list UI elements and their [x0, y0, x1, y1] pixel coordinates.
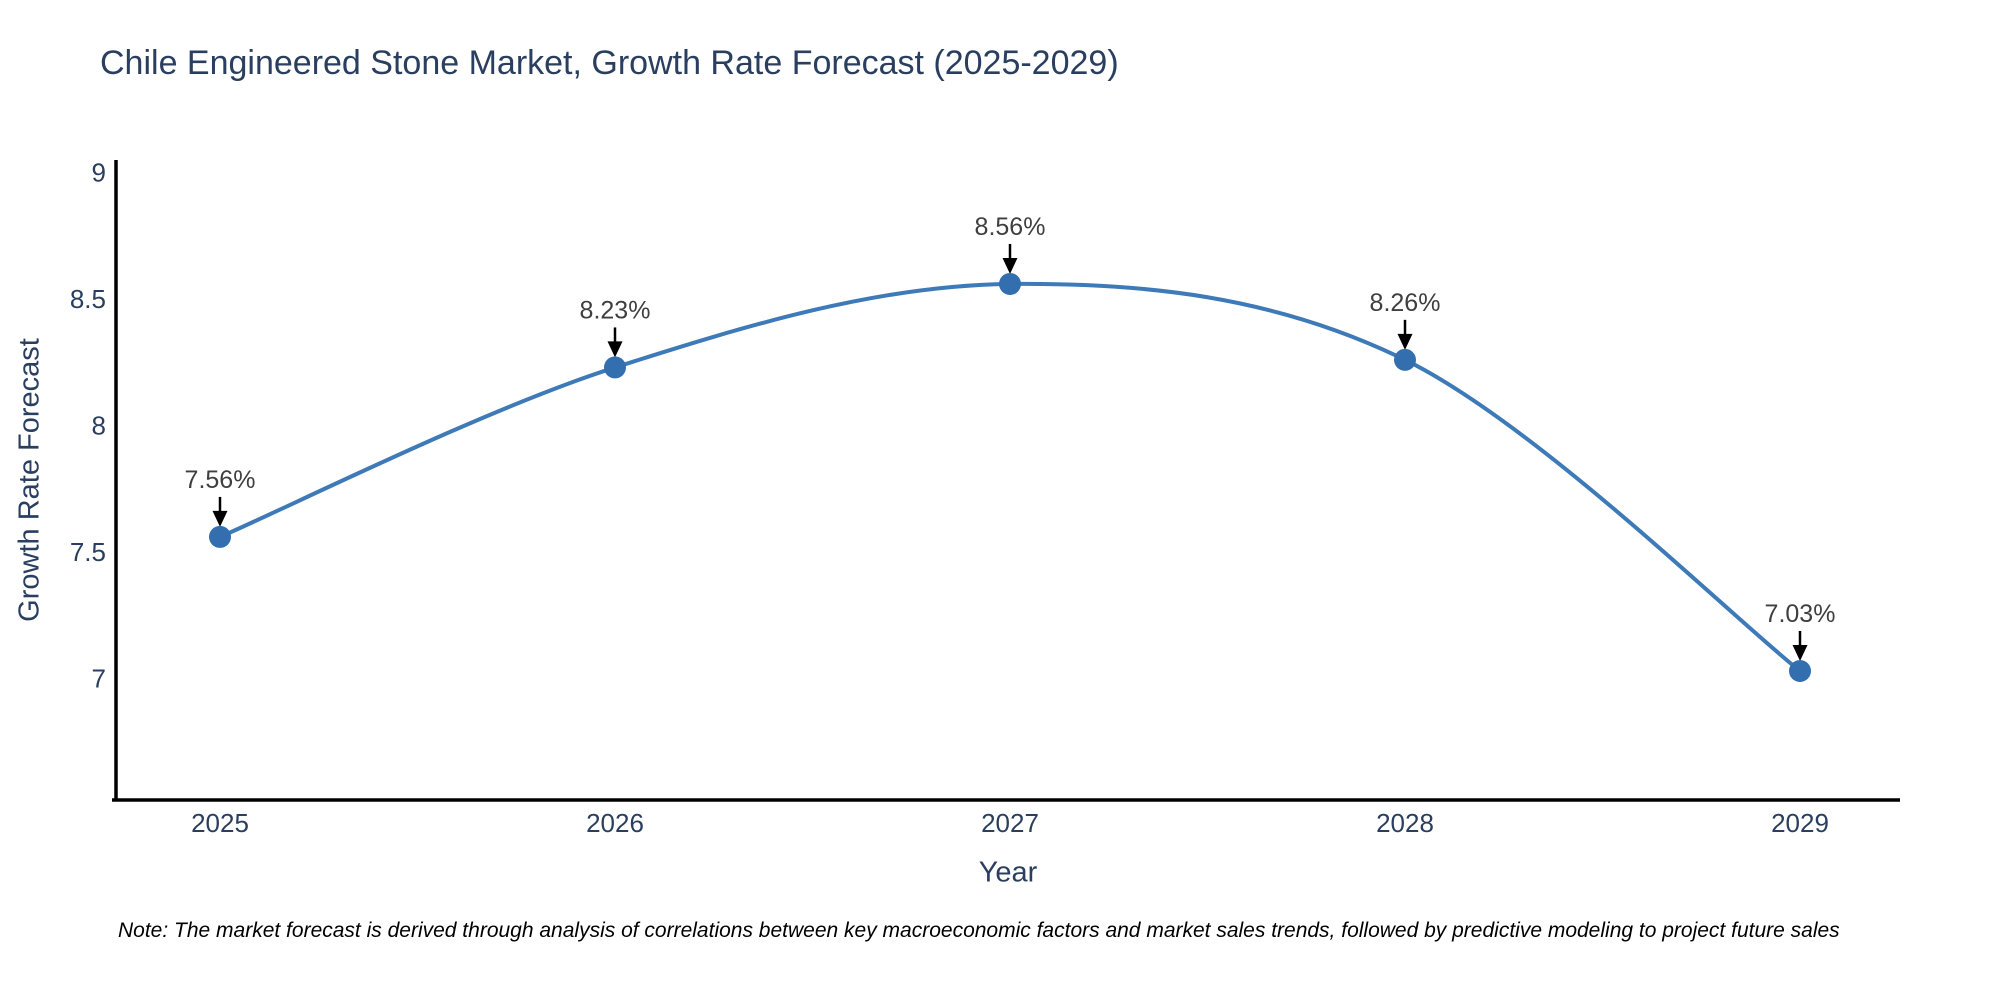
- point-annotation-label: 7.56%: [185, 466, 256, 494]
- data-point-2028[interactable]: [1394, 348, 1416, 371]
- annotation-arrowhead-icon: [1397, 333, 1413, 350]
- data-point-2029[interactable]: [1789, 659, 1811, 682]
- annotation-arrowhead-icon: [607, 341, 623, 358]
- y-tick-label: 7: [92, 664, 106, 694]
- y-tick-label: 7.5: [70, 537, 106, 567]
- data-point-2027[interactable]: [999, 272, 1021, 295]
- chart-title: Chile Engineered Stone Market, Growth Ra…: [100, 44, 1119, 82]
- x-tick-label: 2025: [191, 808, 249, 838]
- annotation-arrowhead-icon: [1002, 257, 1018, 274]
- x-tick-label: 2027: [981, 808, 1039, 838]
- data-point-2026[interactable]: [604, 356, 626, 379]
- y-tick-label: 8.5: [70, 284, 106, 314]
- y-tick-label: 8: [92, 411, 106, 441]
- point-annotation-label: 8.56%: [975, 213, 1046, 241]
- x-tick-label: 2028: [1376, 808, 1434, 838]
- point-annotation-label: 8.23%: [580, 296, 651, 324]
- x-tick-label: 2029: [1771, 808, 1829, 838]
- annotation-arrowhead-icon: [212, 510, 228, 527]
- chart-footnote: Note: The market forecast is derived thr…: [118, 919, 1840, 942]
- point-annotation-label: 8.26%: [1370, 289, 1441, 317]
- annotation-arrowhead-icon: [1792, 644, 1808, 661]
- data-point-2025[interactable]: [209, 525, 231, 548]
- y-tick-label: 9: [92, 158, 106, 188]
- x-tick-label: 2026: [586, 808, 644, 838]
- point-annotation-label: 7.03%: [1765, 600, 1836, 628]
- forecast-line: [218, 281, 1802, 673]
- x-axis-title: Year: [978, 856, 1038, 889]
